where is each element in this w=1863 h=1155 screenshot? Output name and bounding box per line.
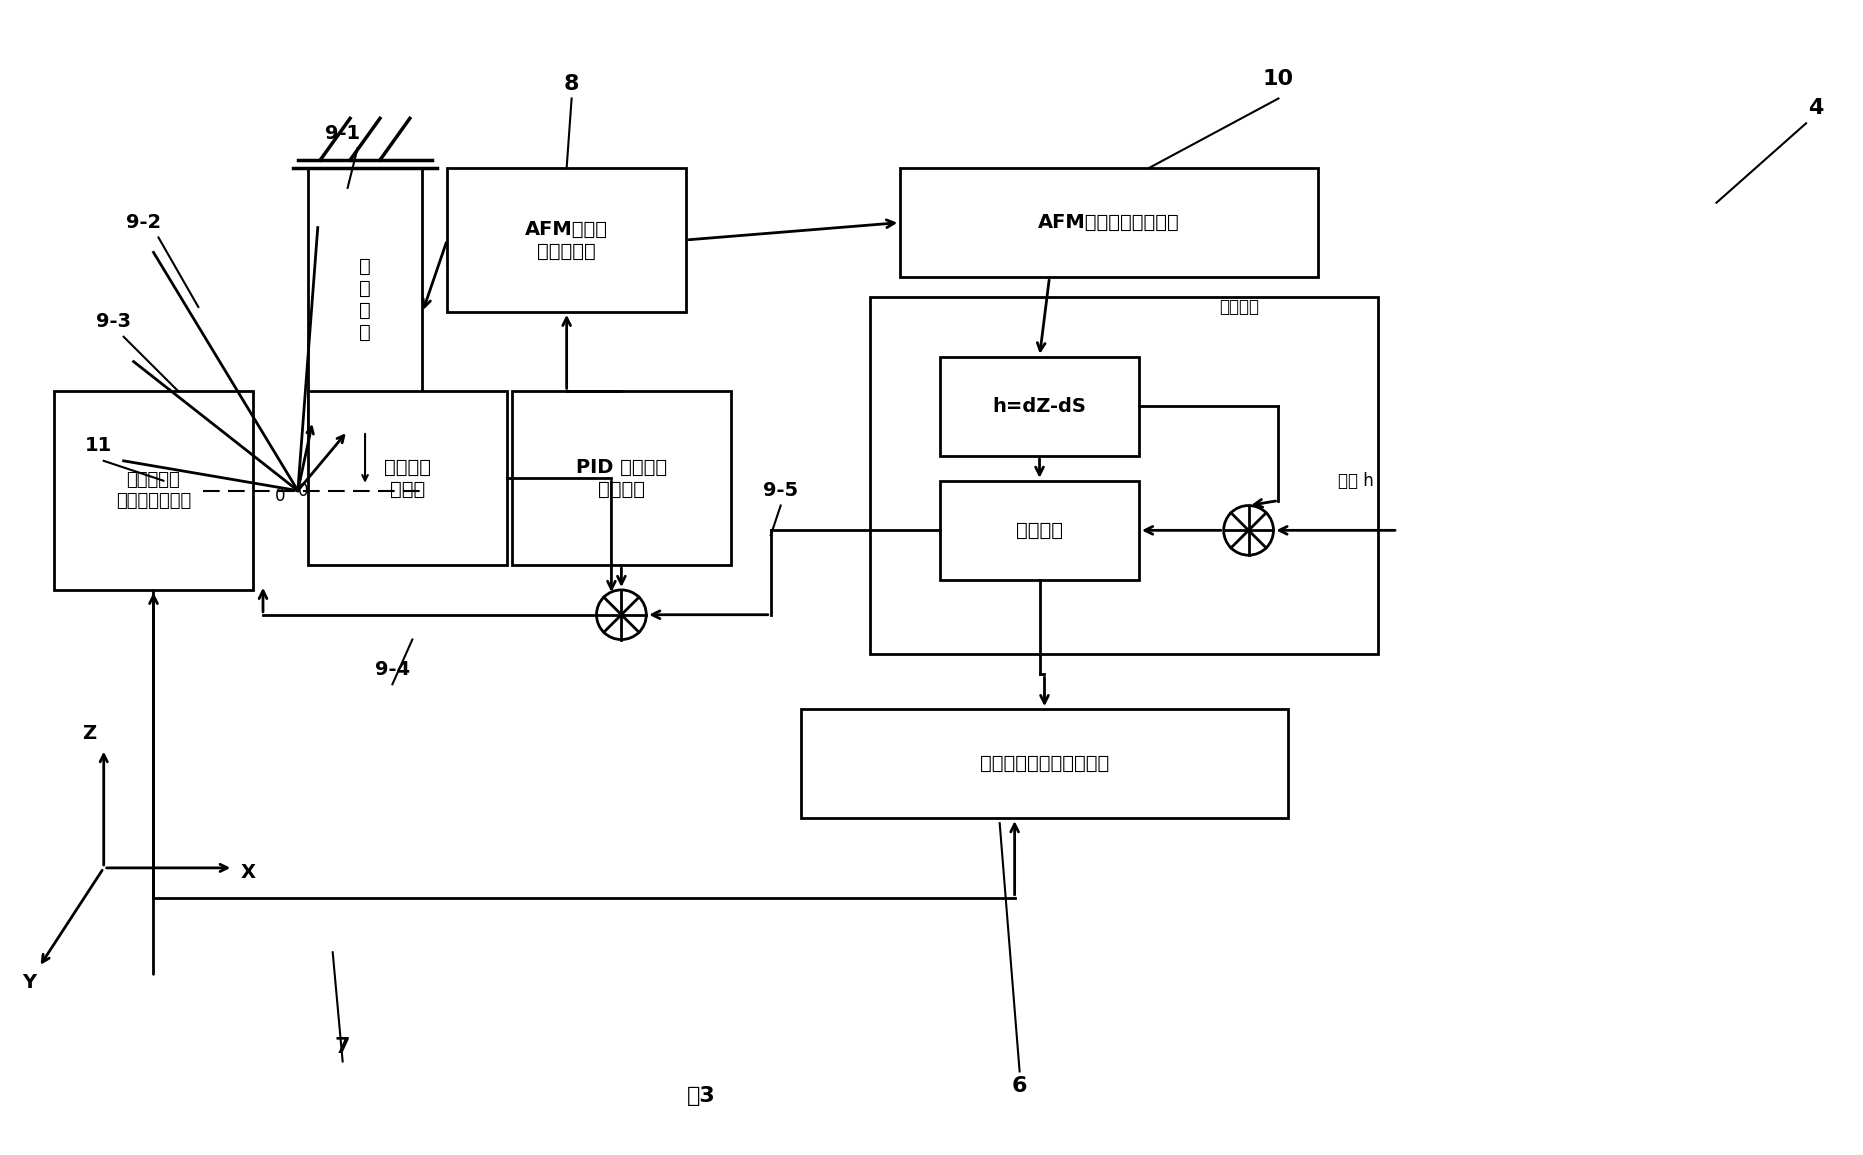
Text: 设定 h: 设定 h xyxy=(1338,471,1373,490)
Text: AFM扫描陶管检测电路: AFM扫描陶管检测电路 xyxy=(1038,213,1179,232)
Text: Y: Y xyxy=(22,973,35,991)
Bar xyxy=(941,357,1138,456)
Text: X: X xyxy=(240,863,255,882)
Text: 9-4: 9-4 xyxy=(374,660,410,679)
Text: h=dZ-dS: h=dZ-dS xyxy=(993,397,1086,416)
Text: 扫
描
陶
管: 扫 描 陶 管 xyxy=(360,258,371,342)
Text: 0: 0 xyxy=(298,482,307,500)
Text: 9-3: 9-3 xyxy=(97,312,130,331)
Bar xyxy=(447,167,686,312)
Text: 9-1: 9-1 xyxy=(324,124,360,143)
Text: 11: 11 xyxy=(86,437,112,455)
Text: 6: 6 xyxy=(1012,1076,1027,1096)
Text: 被加工工件
二维微动工作台: 被加工工件 二维微动工作台 xyxy=(116,471,192,511)
Text: AFM扫描陶
管驱动电路: AFM扫描陶 管驱动电路 xyxy=(525,219,607,261)
Text: 8: 8 xyxy=(564,74,579,94)
Text: 0: 0 xyxy=(274,486,285,505)
Text: 4: 4 xyxy=(1809,98,1824,119)
Circle shape xyxy=(1224,506,1274,556)
Bar xyxy=(801,709,1289,818)
Text: 9-2: 9-2 xyxy=(127,213,160,232)
Text: 图3: 图3 xyxy=(687,1086,715,1106)
Text: 二维微动工作台控制电路: 二维微动工作台控制电路 xyxy=(980,754,1108,773)
Bar xyxy=(512,392,730,565)
Text: 控制算法: 控制算法 xyxy=(1015,521,1064,539)
Text: 】单片机: 】单片机 xyxy=(1218,298,1259,316)
Text: 10: 10 xyxy=(1263,68,1295,89)
Text: PID 恒力伺服
控制电路: PID 恒力伺服 控制电路 xyxy=(576,457,667,499)
Text: 7: 7 xyxy=(335,1036,350,1057)
Text: 9-5: 9-5 xyxy=(764,482,797,500)
Text: 光杠杆测
角装置: 光杠杆测 角装置 xyxy=(384,457,430,499)
Bar xyxy=(941,480,1138,580)
Circle shape xyxy=(596,590,646,640)
Bar xyxy=(307,392,507,565)
Bar xyxy=(54,392,253,590)
Bar xyxy=(307,167,423,431)
Bar xyxy=(870,297,1379,655)
Bar xyxy=(900,167,1319,277)
Text: Z: Z xyxy=(82,724,95,744)
